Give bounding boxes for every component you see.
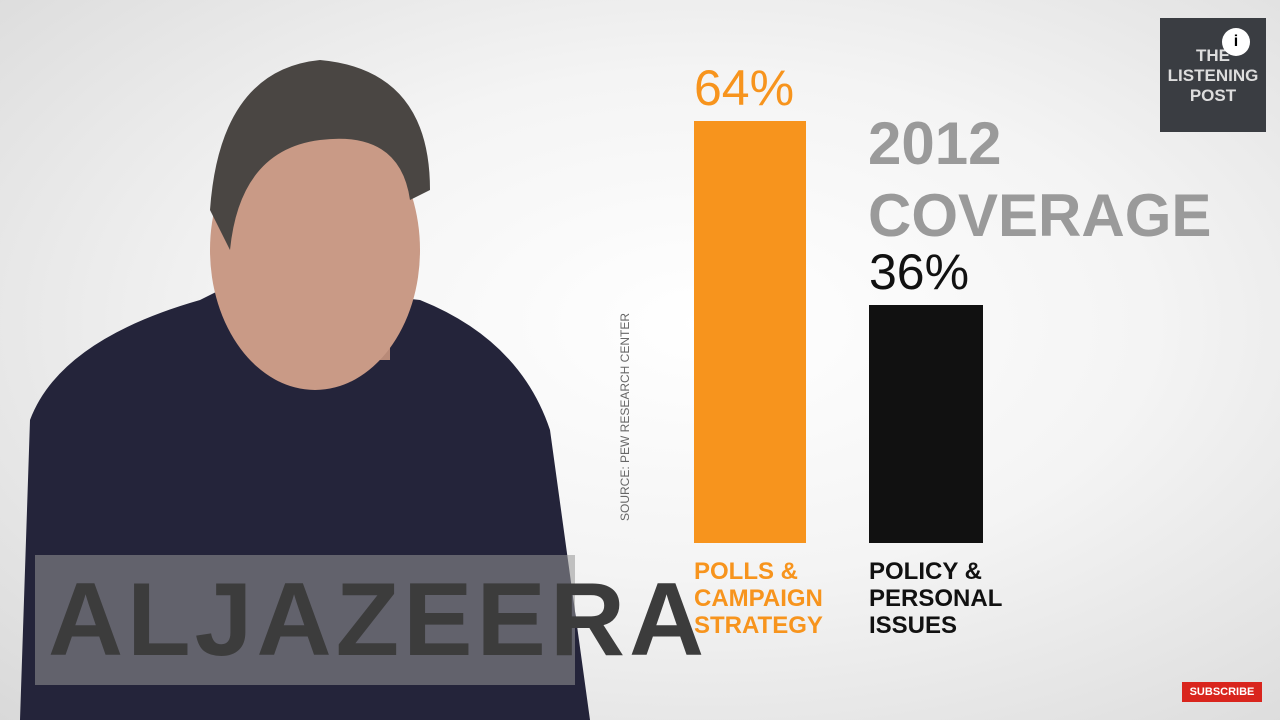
source-note: SOURCE: PEW RESEARCH CENTER [618, 312, 632, 522]
watermark-band [35, 555, 575, 685]
subscribe-button[interactable]: SUBSCRIBE [1182, 682, 1262, 702]
chart-title: 2012 COVERAGE [868, 110, 1212, 249]
bar [694, 120, 806, 543]
channel-watermark: ALJAZEERA [48, 562, 709, 678]
info-button[interactable]: i [1222, 28, 1250, 56]
value-label: 36% [869, 244, 970, 301]
show-logo: THE LISTENING POST [1160, 18, 1266, 132]
value-label: 64% [694, 59, 795, 116]
bar [869, 305, 983, 543]
category-label: POLLS & CAMPAIGN STRATEGY [694, 558, 823, 639]
category-label: POLICY & PERSONAL ISSUES [869, 558, 1002, 639]
